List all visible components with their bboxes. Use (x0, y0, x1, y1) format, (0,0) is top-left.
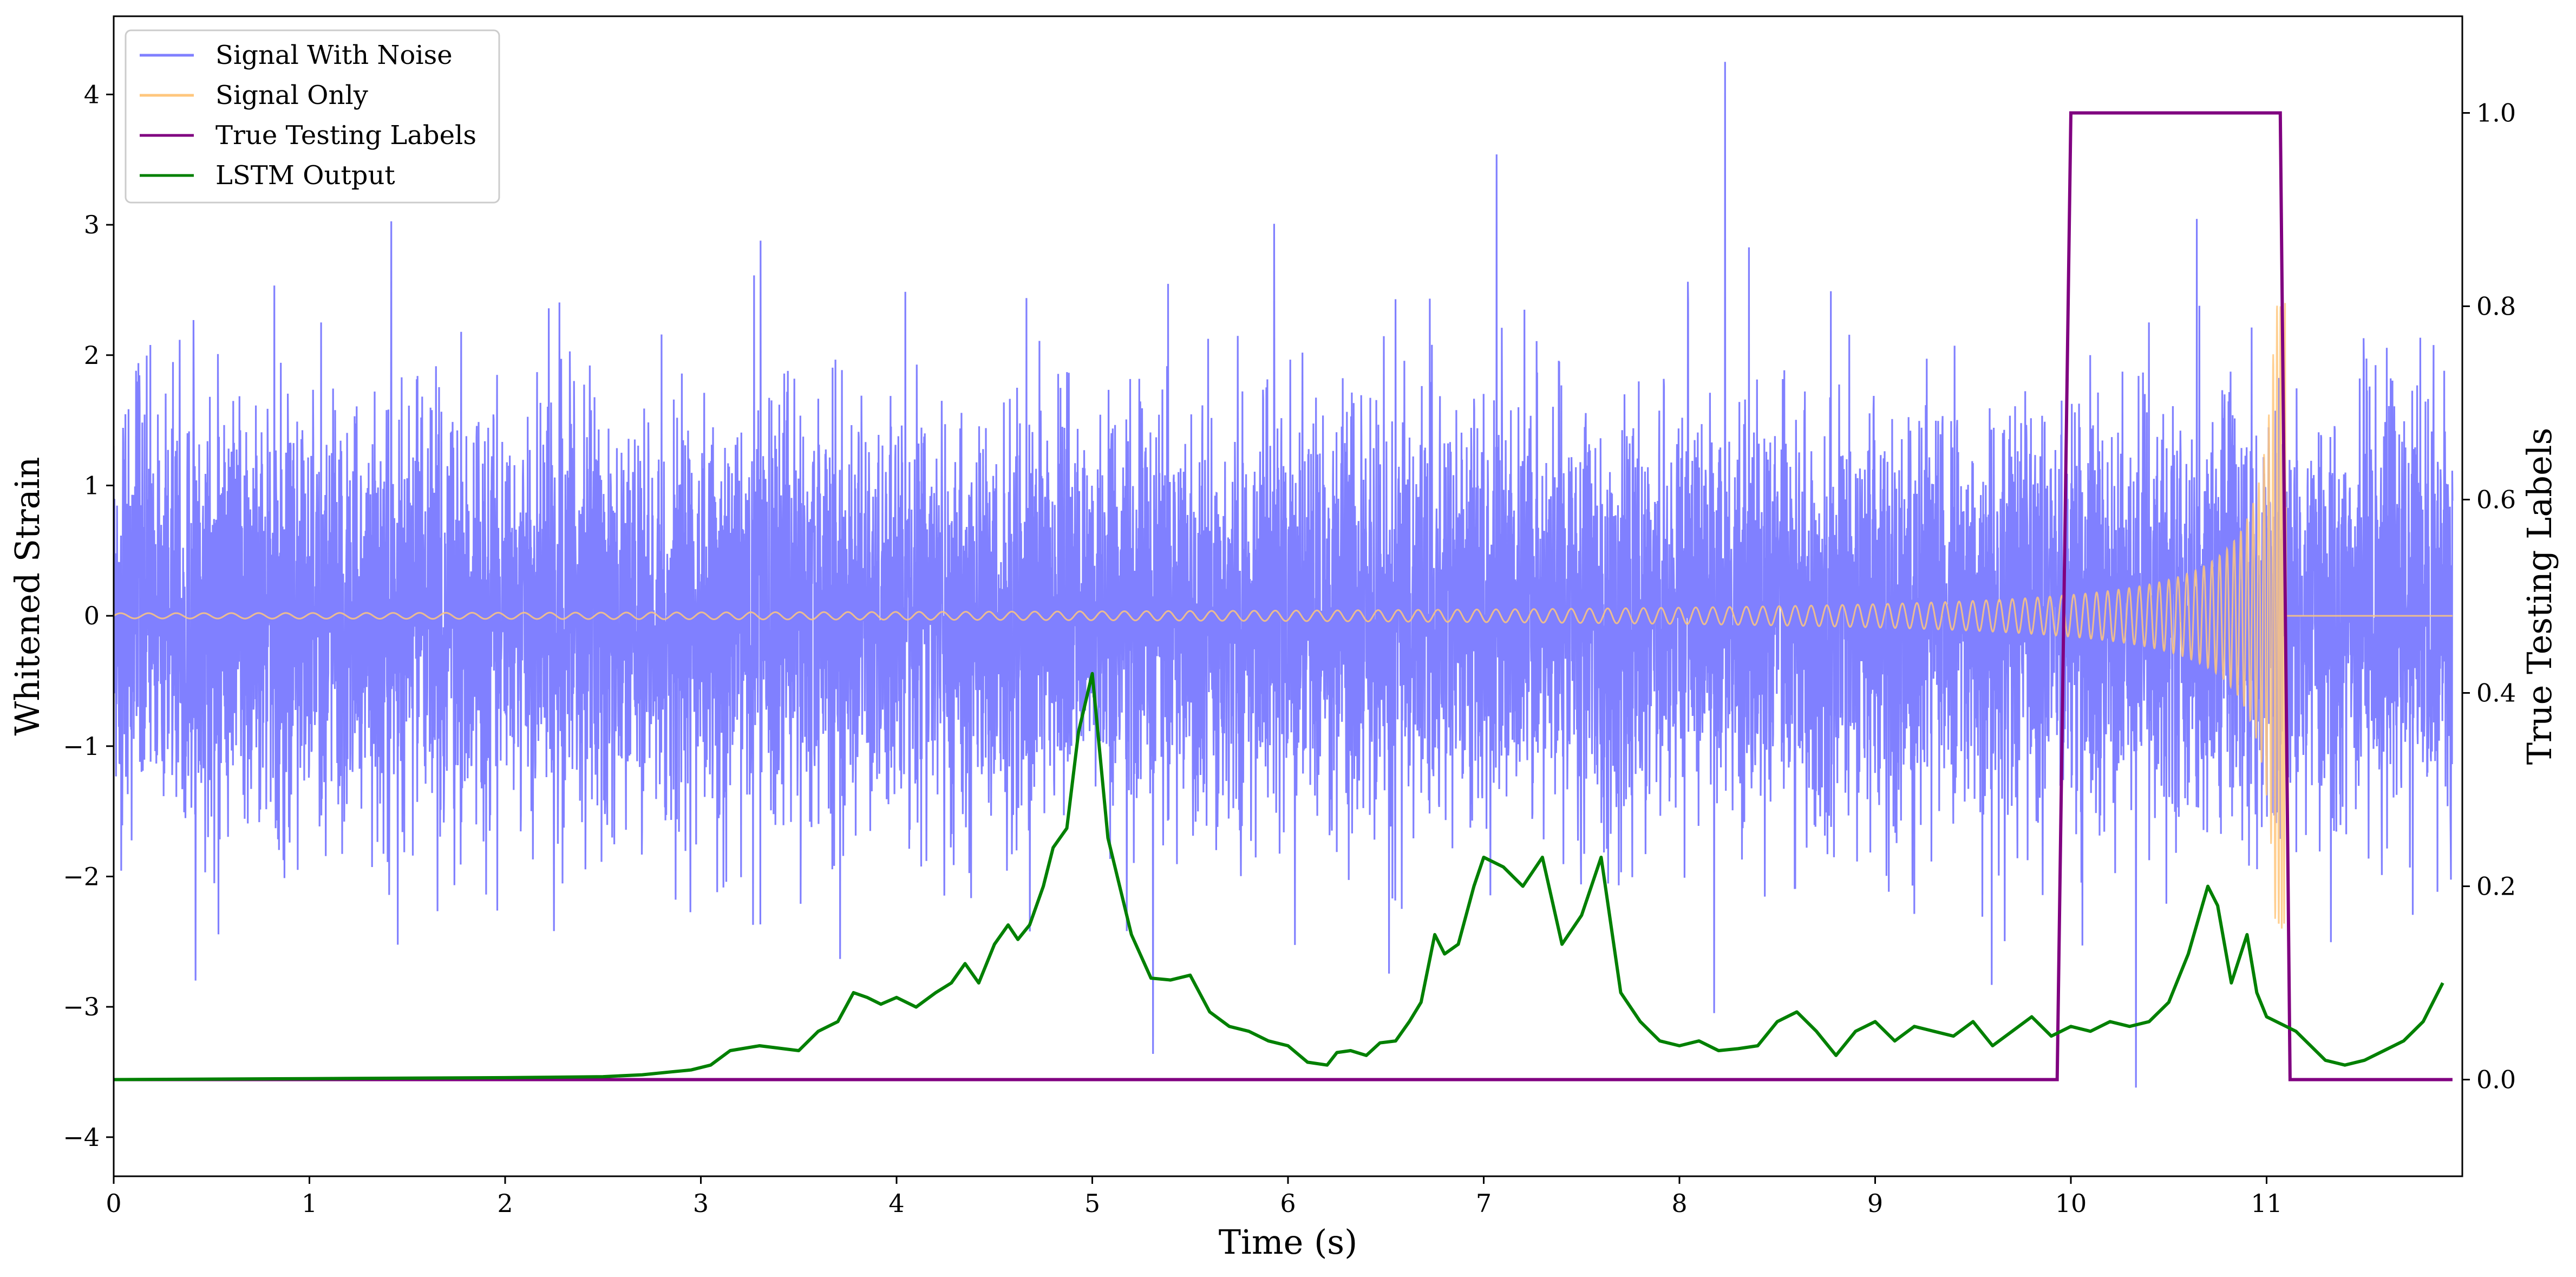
legend-label-true-testing-labels: True Testing Labels (215, 120, 476, 151)
legend-label-signal-with-noise: Signal With Noise (215, 40, 453, 70)
y-left-tick-label: −1 (63, 732, 100, 761)
legend-label-signal-only: Signal Only (215, 80, 368, 110)
x-tick-label: 7 (1476, 1189, 1492, 1218)
y-left-axis-label: Whitened Strain (8, 457, 47, 736)
x-axis-label: Time (s) (1219, 1222, 1358, 1262)
y-right-tick-label: 0.0 (2476, 1065, 2516, 1094)
lstm-output-line (113, 672, 2444, 1081)
y-left-tick-label: 0 (84, 601, 100, 630)
y-left-tick-label: 3 (84, 210, 100, 239)
y-right-axis-label: True Testing Labels (2520, 428, 2559, 765)
x-tick-label: 3 (693, 1189, 709, 1218)
x-tick-label: 4 (888, 1189, 904, 1218)
x-tick-label: 6 (1280, 1189, 1296, 1218)
y-left-tick-label: −2 (63, 862, 100, 891)
y-right-tick-label: 0.6 (2476, 485, 2516, 514)
lstm-output-series (113, 672, 2444, 1081)
y-left-tick-label: −3 (63, 992, 100, 1021)
legend-box (125, 29, 500, 204)
x-tick-label: 2 (497, 1189, 513, 1218)
true-testing-labels-series (114, 111, 2453, 1081)
legend-label-lstm-output: LSTM Output (215, 160, 395, 191)
signal-with-noise-line (114, 62, 2454, 1088)
y-left-tick-label: −4 (63, 1123, 100, 1152)
y-left-tick-label: 4 (84, 80, 100, 109)
y-left-tick-label: 2 (84, 341, 100, 370)
x-tick-label: 5 (1084, 1189, 1100, 1218)
x-tick-label: 9 (1867, 1189, 1883, 1218)
x-tick-label: 11 (2251, 1189, 2283, 1218)
x-tick-label: 0 (106, 1189, 121, 1218)
y-right-tick-label: 0.4 (2476, 679, 2516, 708)
y-left-tick-label: 1 (84, 471, 100, 500)
x-tick-label: 8 (1671, 1189, 1687, 1218)
true-testing-labels-line (114, 111, 2453, 1081)
y-right-axis-ticks: 0.0 0.2 0.4 0.6 0.8 1.0 (2462, 99, 2516, 1094)
signal-with-noise-series (114, 62, 2454, 1088)
x-tick-label: 1 (302, 1189, 317, 1218)
y-left-axis-ticks: −4 −3 −2 −1 0 1 2 3 4 (63, 80, 114, 1152)
x-tick-label: 10 (2055, 1189, 2087, 1218)
legend: Signal With Noise Signal Only True Testi… (125, 29, 500, 204)
x-axis-ticks: 0 1 2 3 4 5 6 7 8 9 10 11 (106, 1176, 2283, 1218)
y-right-tick-label: 0.8 (2476, 292, 2516, 321)
y-right-tick-label: 0.2 (2476, 872, 2516, 901)
y-right-tick-label: 1.0 (2476, 99, 2516, 128)
